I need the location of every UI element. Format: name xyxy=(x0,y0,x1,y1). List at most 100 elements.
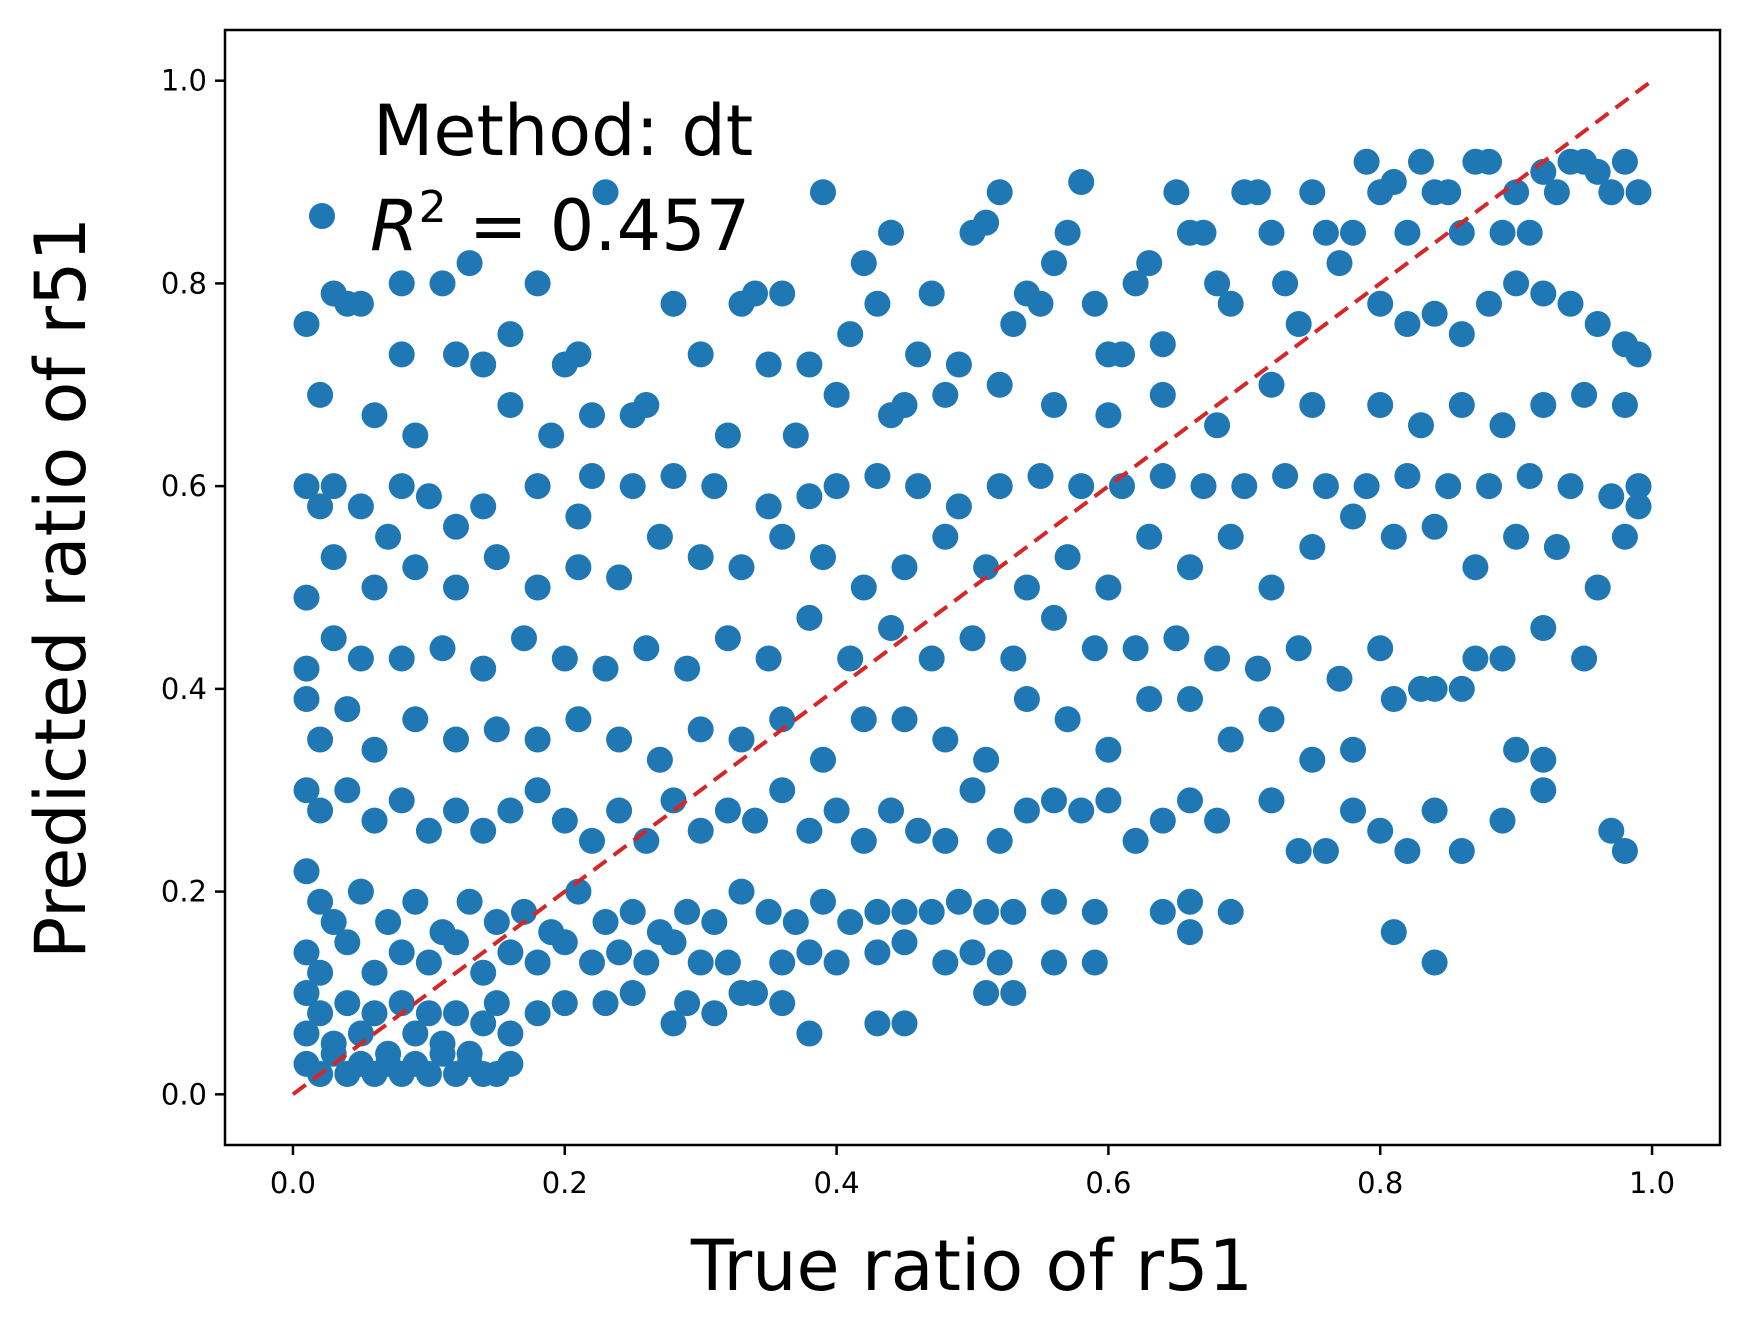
scatter-point xyxy=(660,463,687,489)
scatter-point xyxy=(1149,331,1176,358)
y-axis-ticks: 0.0 0.2 0.4 0.6 0.8 1.0 xyxy=(161,64,225,1111)
scatter-point xyxy=(347,878,374,905)
scatter-point xyxy=(334,990,361,1017)
scatter-point xyxy=(1516,219,1543,246)
scatter-point xyxy=(1190,473,1217,500)
scatter-point xyxy=(1258,371,1285,398)
scatter-point xyxy=(646,523,673,550)
scatter-point xyxy=(1489,807,1516,834)
scatter-point xyxy=(606,797,633,824)
scatter-point xyxy=(497,321,524,348)
scatter-point xyxy=(810,544,836,571)
scatter-point xyxy=(823,949,850,976)
scatter-point xyxy=(1625,341,1652,368)
x-axis-ticks: 0.0 0.2 0.4 0.6 0.8 1.0 xyxy=(270,1145,1675,1200)
scatter-point xyxy=(1340,736,1366,763)
y-tick-label: 0.4 xyxy=(161,672,207,706)
scatter-point xyxy=(905,473,932,500)
scatter-point xyxy=(674,898,701,925)
scatter-point xyxy=(1081,949,1108,976)
x-tick-label: 0.0 xyxy=(270,1166,316,1200)
scatter-point xyxy=(1530,777,1557,804)
scatter-point xyxy=(864,939,891,966)
scatter-point xyxy=(429,270,456,297)
scatter-point xyxy=(470,959,497,986)
scatter-point xyxy=(307,381,334,408)
scatter-point xyxy=(1380,686,1407,712)
scatter-point xyxy=(674,655,701,682)
scatter-point xyxy=(1081,635,1108,662)
scatter-point xyxy=(1584,158,1611,185)
scatter-point xyxy=(1489,412,1516,439)
scatter-point xyxy=(293,584,320,611)
scatter-point xyxy=(524,473,551,500)
scatter-point xyxy=(837,321,864,348)
scatter-point xyxy=(592,655,619,682)
x-tick-label: 0.2 xyxy=(542,1166,588,1200)
scatter-point xyxy=(1095,402,1122,429)
scatter-point xyxy=(1149,807,1176,834)
scatter-point xyxy=(1041,949,1067,976)
scatter-point xyxy=(823,797,850,824)
scatter-point xyxy=(443,513,469,540)
scatter-point xyxy=(918,280,945,307)
scatter-point xyxy=(293,980,320,1006)
scatter-point xyxy=(1095,736,1122,763)
scatter-point xyxy=(1285,838,1312,864)
scatter-point xyxy=(497,939,524,966)
scatter-point xyxy=(1217,726,1244,753)
scatter-point xyxy=(1625,179,1652,206)
scatter-point xyxy=(483,909,510,935)
scatter-point xyxy=(443,726,469,753)
scatter-point xyxy=(782,909,809,935)
scatter-point xyxy=(1503,270,1530,297)
scatter-point xyxy=(891,706,918,733)
scatter-point xyxy=(701,473,728,500)
scatter-point xyxy=(1204,807,1231,834)
scatter-point xyxy=(402,1020,429,1047)
scatter-point xyxy=(986,473,1013,500)
legend-r2-value: = 0.457 xyxy=(447,185,751,267)
scatter-point xyxy=(1177,554,1203,581)
scatter-point xyxy=(1136,523,1163,550)
scatter-point xyxy=(1530,746,1557,773)
scatter-point xyxy=(823,381,850,408)
scatter-point xyxy=(579,949,605,976)
scatter-point xyxy=(619,473,646,500)
scatter-point xyxy=(1598,179,1625,206)
scatter-point xyxy=(1380,523,1407,550)
scatter-point xyxy=(1041,392,1067,418)
scatter-point xyxy=(443,341,469,368)
scatter-point xyxy=(293,1020,320,1047)
scatter-point xyxy=(1258,706,1285,733)
scatter-point xyxy=(1557,290,1584,317)
scatter-point xyxy=(524,949,551,976)
scatter-point xyxy=(388,270,415,297)
scatter-point xyxy=(1584,574,1611,601)
scatter-point xyxy=(878,402,904,429)
scatter-point xyxy=(1394,311,1421,337)
scatter-point xyxy=(1041,604,1067,631)
scatter-point xyxy=(1149,463,1176,489)
scatter-point xyxy=(687,341,714,368)
scatter-point xyxy=(796,604,823,631)
scatter-point xyxy=(592,179,619,206)
scatter-point xyxy=(307,493,334,520)
scatter-point xyxy=(714,625,741,652)
scatter-point xyxy=(375,909,402,935)
scatter-point xyxy=(388,990,415,1017)
scatter-point xyxy=(837,909,864,935)
scatter-point xyxy=(755,645,782,672)
scatter-point xyxy=(1299,746,1326,773)
scatter-point xyxy=(1081,898,1108,925)
scatter-point xyxy=(973,746,1000,773)
scatter-point xyxy=(551,990,578,1017)
scatter-point xyxy=(361,959,388,986)
scatter-point xyxy=(1054,706,1081,733)
scatter-point xyxy=(796,351,823,378)
scatter-point xyxy=(932,949,959,976)
scatter-point xyxy=(402,422,429,449)
scatter-point xyxy=(1177,686,1203,712)
